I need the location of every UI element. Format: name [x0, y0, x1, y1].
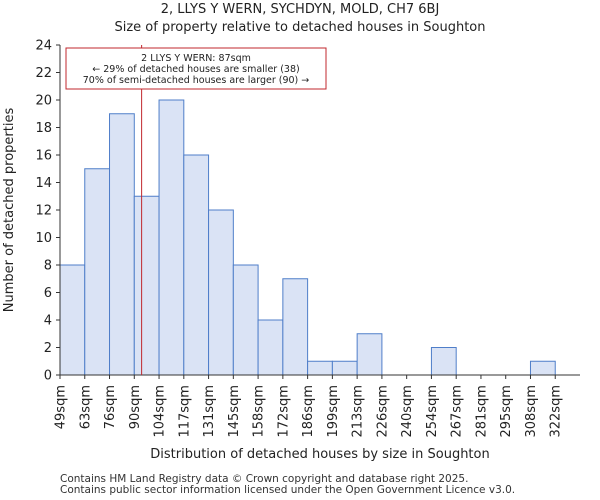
y-tick-label: 12 [35, 204, 52, 219]
x-tick-label: 49sqm [54, 385, 69, 429]
histogram-bar [183, 154, 210, 376]
x-tick-label: 131sqm [202, 385, 217, 438]
x-tick-label: 172sqm [276, 385, 291, 438]
histogram-bar [307, 360, 333, 376]
x-tick-label: 186sqm [301, 385, 316, 438]
x-tick-label: 117sqm [177, 385, 192, 438]
y-tick-label: 6 [44, 286, 52, 301]
x-tick-label: 308sqm [524, 385, 539, 438]
x-tick-label: 104sqm [153, 385, 168, 438]
y-tick-label: 10 [35, 231, 52, 246]
annotation-text-line: 2 LLYS Y WERN: 87sqm [141, 53, 251, 64]
chart-subtitle: Size of property relative to detached ho… [114, 20, 486, 35]
y-tick-label: 18 [35, 121, 52, 136]
histogram-bar [356, 333, 383, 376]
y-tick-label: 24 [35, 39, 52, 54]
histogram-bar [430, 347, 457, 376]
y-tick-label: 2 [44, 341, 52, 356]
x-tick-label: 76sqm [103, 385, 118, 429]
histogram-bar [208, 209, 234, 376]
y-tick-label: 20 [35, 94, 52, 109]
y-tick-label: 16 [35, 149, 52, 164]
x-tick-label: 158sqm [252, 385, 267, 438]
x-tick-label: 267sqm [450, 385, 465, 438]
x-tick-label: 63sqm [78, 385, 93, 429]
annotation-text-line: 70% of semi-detached houses are larger (… [83, 75, 310, 86]
histogram-bar [282, 278, 309, 376]
y-tick-label: 8 [44, 259, 52, 274]
x-tick-label: 240sqm [400, 385, 415, 438]
footer-licence-line: Contains public sector information licen… [60, 484, 516, 496]
y-tick-label: 0 [44, 369, 52, 384]
x-axis-title: Distribution of detached houses by size … [150, 447, 489, 462]
y-tick-label: 4 [44, 314, 52, 329]
histogram-bar [109, 113, 135, 376]
chart-title: 2, LLYS Y WERN, SYCHDYN, MOLD, CH7 6BJ [160, 2, 440, 17]
x-tick-label: 254sqm [425, 385, 440, 438]
x-tick-label: 281sqm [474, 385, 489, 438]
histogram-bar [59, 264, 86, 376]
histogram-bar [529, 360, 556, 376]
histogram-bar [158, 99, 185, 376]
y-tick-label: 22 [35, 66, 52, 81]
annotation-box [65, 47, 327, 90]
histogram-bar [84, 168, 111, 376]
x-tick-label: 145sqm [227, 385, 242, 438]
histogram-bar [331, 360, 358, 376]
annotation-text-line: ← 29% of detached houses are smaller (38… [92, 64, 299, 75]
histogram-bar [257, 319, 284, 376]
histogram-bar [232, 264, 259, 376]
x-tick-label: 90sqm [128, 385, 143, 429]
footer-copyright-line: Contains HM Land Registry data © Crown c… [60, 473, 469, 485]
x-tick-label: 213sqm [351, 385, 366, 438]
histogram-bar [133, 195, 160, 376]
y-axis-title: Number of detached properties [2, 108, 17, 313]
y-tick-label: 14 [35, 176, 52, 191]
x-tick-label: 199sqm [326, 385, 341, 438]
x-tick-label: 322sqm [549, 385, 564, 438]
x-tick-label: 226sqm [375, 385, 390, 438]
x-tick-label: 295sqm [499, 385, 514, 438]
